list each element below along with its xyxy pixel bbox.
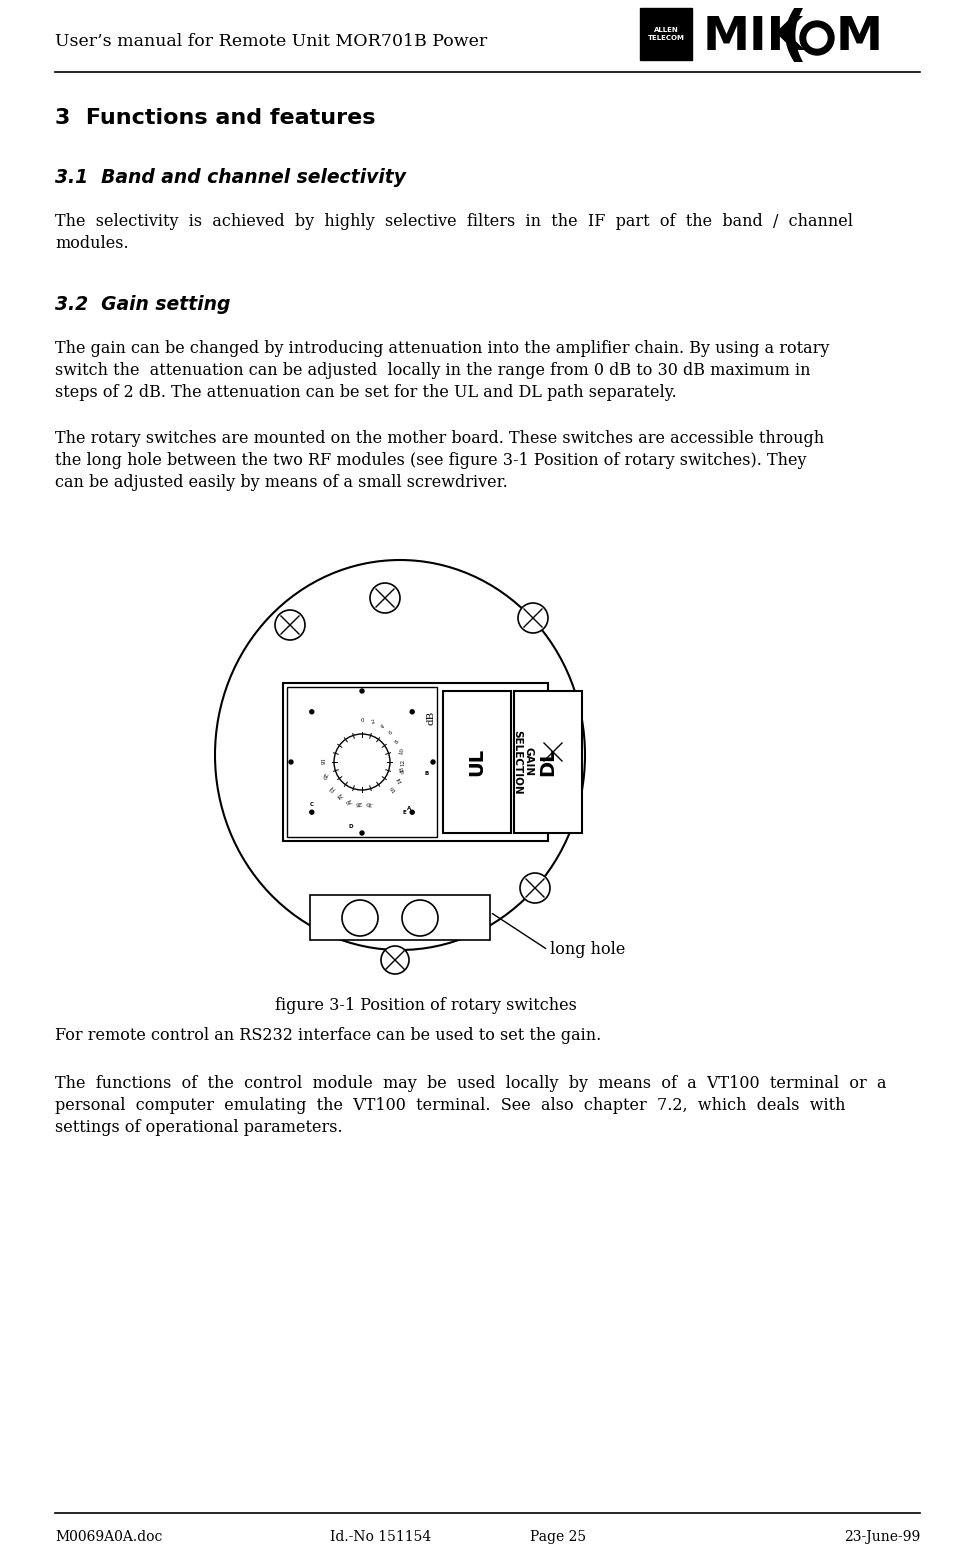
Text: User’s manual for Remote Unit MOR701B Power: User’s manual for Remote Unit MOR701B Po… [55,34,487,50]
Text: Page 25: Page 25 [530,1531,586,1545]
Text: C: C [309,802,313,807]
Text: 3.1  Band and channel selectivity: 3.1 Band and channel selectivity [55,168,406,186]
Circle shape [431,760,435,765]
Circle shape [410,710,414,713]
Text: DL: DL [539,747,558,777]
Text: modules.: modules. [55,235,129,252]
Text: For remote control an RS232 interface can be used to set the gain.: For remote control an RS232 interface ca… [55,1027,601,1044]
Text: UL: UL [467,747,486,775]
Text: long hole: long hole [550,942,626,959]
Text: 8: 8 [395,738,400,744]
Text: 24: 24 [335,791,342,800]
Text: A: A [406,807,411,811]
Polygon shape [310,895,490,940]
Text: dB: dB [399,765,405,774]
Text: The rotary switches are mounted on the mother board. These switches are accessib: The rotary switches are mounted on the m… [55,430,824,448]
Text: the long hole between the two RF modules (see figure 3-1 Position of rotary swit: the long hole between the two RF modules… [55,452,806,469]
Text: 0: 0 [361,718,364,724]
Circle shape [518,603,548,632]
Text: 28: 28 [355,800,362,805]
Bar [283,684,548,841]
Circle shape [334,733,390,789]
Text: E: E [402,810,406,814]
Circle shape [370,583,400,612]
Ellipse shape [215,559,585,949]
Bar [443,692,511,833]
Text: The  functions  of  the  control  module  may  be  used  locally  by  means  of : The functions of the control module may … [55,1075,887,1092]
Circle shape [289,760,293,765]
Text: steps of 2 dB. The attenuation can be set for the UL and DL path separately.: steps of 2 dB. The attenuation can be se… [55,384,677,401]
Text: Id.-No 151154: Id.-No 151154 [330,1531,431,1545]
Text: B: B [425,771,429,775]
Text: 6: 6 [388,730,394,737]
Circle shape [402,900,438,936]
Circle shape [807,28,827,48]
Text: 10: 10 [398,747,405,755]
Text: switch the  attenuation can be adjusted  locally in the range from 0 dB to 30 dB: switch the attenuation can be adjusted l… [55,362,810,379]
Circle shape [360,831,364,834]
Circle shape [309,810,314,814]
Circle shape [360,688,364,693]
Text: personal  computer  emulating  the  VT100  terminal.  See  also  chapter  7.2,  : personal computer emulating the VT100 te… [55,1097,845,1114]
Bar [287,687,437,838]
Circle shape [538,737,568,768]
Text: M: M [836,16,883,61]
Text: 22: 22 [327,785,335,793]
Bar [640,8,692,61]
Text: 20: 20 [320,772,327,780]
Text: The gain can be changed by introducing attenuation into the amplifier chain. By : The gain can be changed by introducing a… [55,340,830,357]
Text: 4: 4 [380,724,385,729]
Text: GAIN
SELECTION: GAIN SELECTION [513,730,534,794]
Circle shape [275,611,305,640]
Circle shape [309,710,314,713]
Text: The  selectivity  is  achieved  by  highly  selective  filters  in  the  IF  par: The selectivity is achieved by highly se… [55,213,853,230]
Text: 14: 14 [396,775,403,783]
Bar [514,692,582,833]
Text: 3.2  Gain setting: 3.2 Gain setting [55,295,230,314]
Text: can be adjusted easily by means of a small screwdriver.: can be adjusted easily by means of a sma… [55,474,508,491]
Text: 2: 2 [370,720,375,726]
Text: 3  Functions and features: 3 Functions and features [55,107,375,127]
Circle shape [520,873,550,903]
Circle shape [342,900,378,936]
Text: settings of operational parameters.: settings of operational parameters. [55,1119,342,1136]
Text: D: D [348,825,353,830]
Circle shape [381,946,409,974]
Text: (: ( [780,8,807,67]
Text: ALLEN
TELECOM: ALLEN TELECOM [648,28,685,40]
Text: dB: dB [426,712,435,726]
Text: 30: 30 [366,799,373,805]
Text: 12: 12 [400,758,405,766]
Text: figure 3-1 Position of rotary switches: figure 3-1 Position of rotary switches [275,998,577,1015]
Text: MIK: MIK [703,16,805,61]
Circle shape [410,810,414,814]
Text: 23-June-99: 23-June-99 [844,1531,920,1545]
Text: 18: 18 [318,758,324,766]
Circle shape [800,22,834,54]
Text: M0069A0A.doc: M0069A0A.doc [55,1531,162,1545]
Text: 26: 26 [344,797,352,803]
Text: 16: 16 [390,785,397,793]
